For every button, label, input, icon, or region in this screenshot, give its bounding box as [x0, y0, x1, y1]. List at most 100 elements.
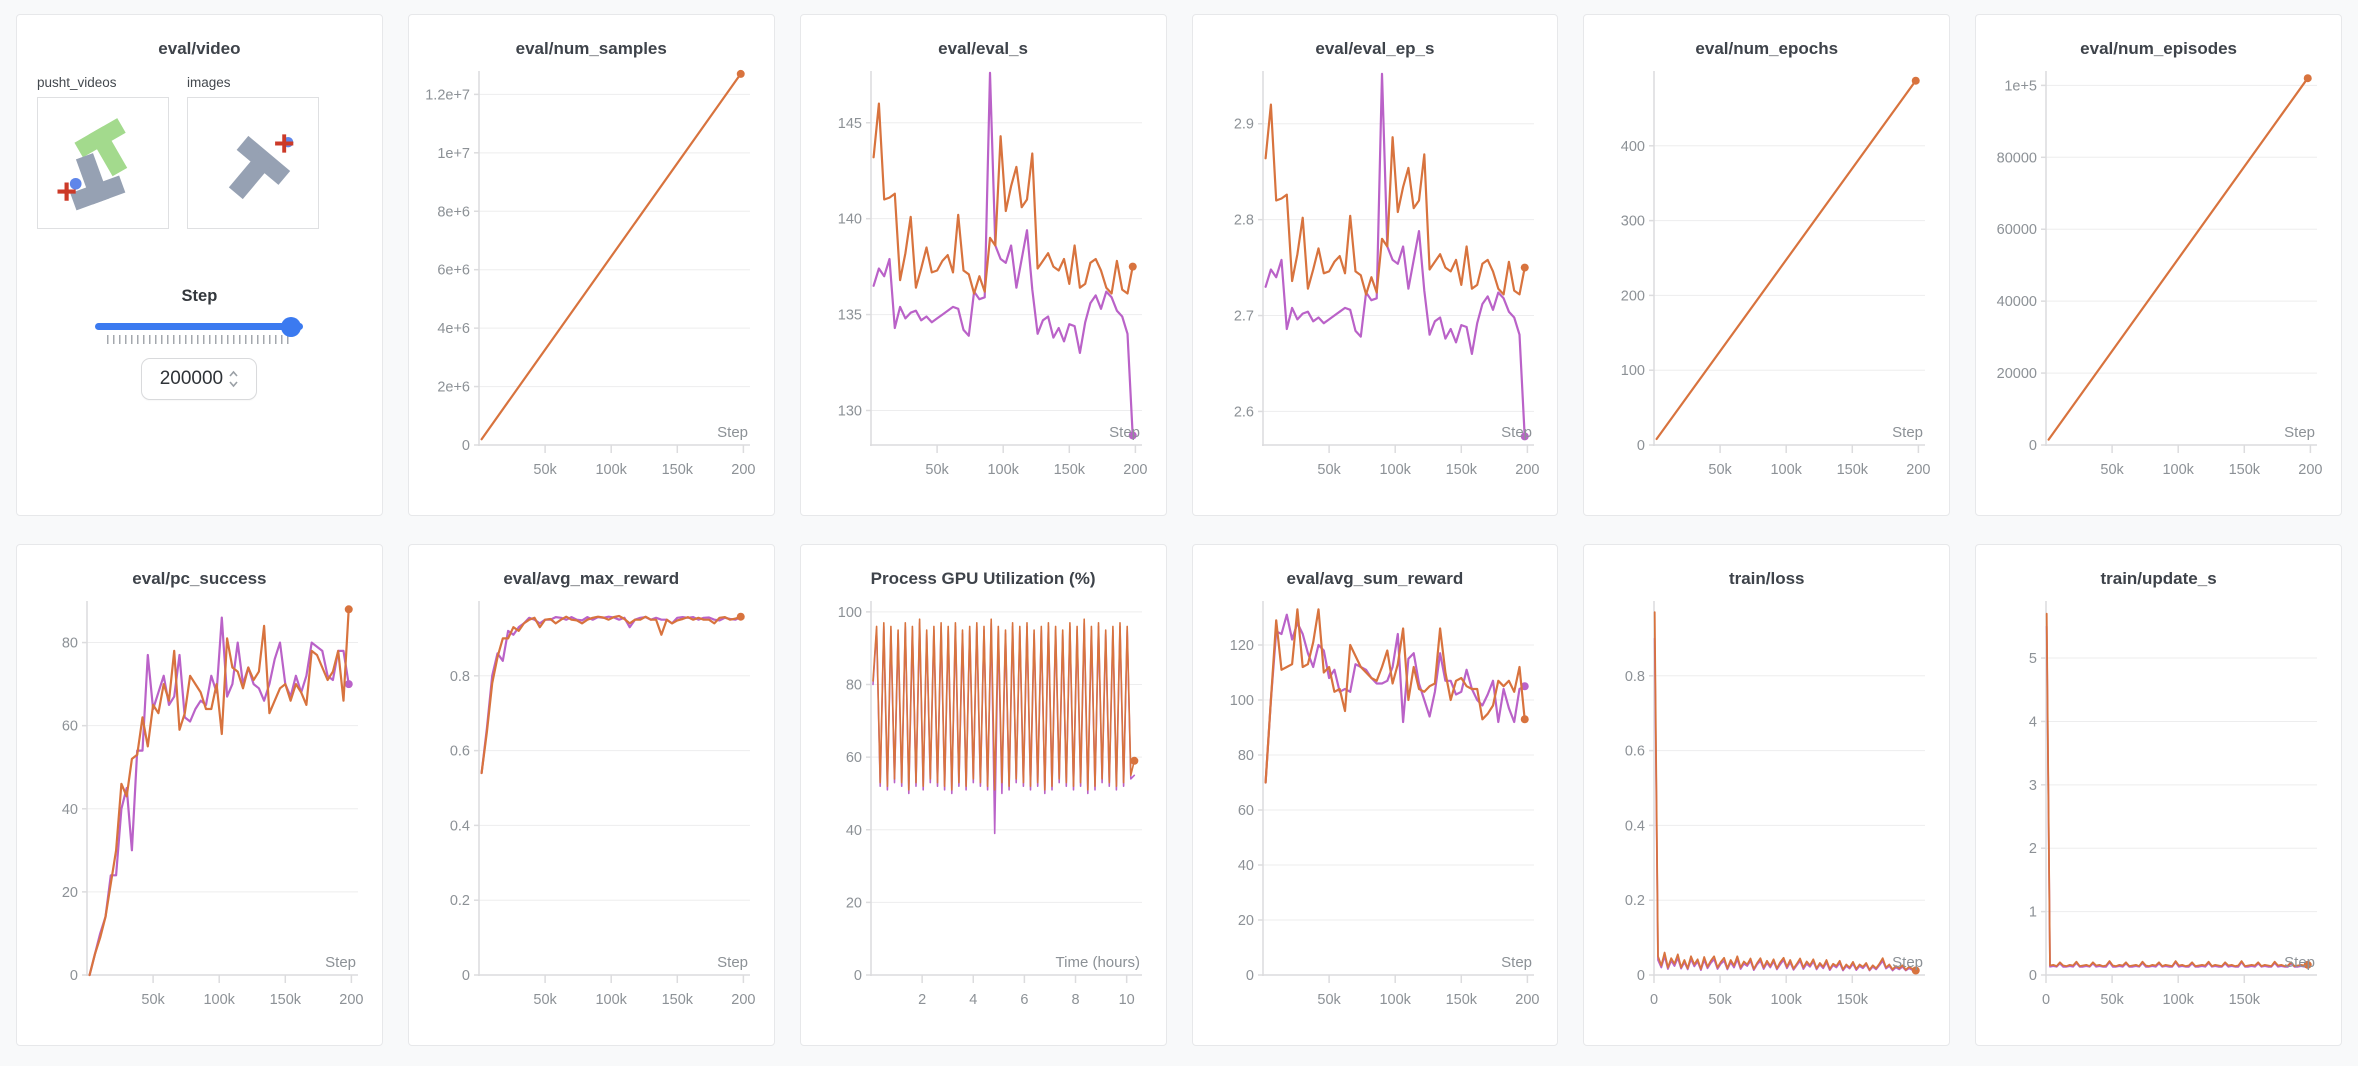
x-tick-label: 50k [533, 462, 557, 478]
chart-panel-eval-num-epochs[interactable]: eval/num_epochs 0 100 200 300 400 50k 100k 150k 2… [1583, 14, 1951, 516]
x-axis-label: Step [1109, 424, 1140, 441]
y-tick-label: 0 [1245, 968, 1253, 984]
chart-svg: 0 100 200 300 400 50k 100k 150k 200 Step [1621, 71, 1931, 478]
chart-panel-eval-eval-ep-s[interactable]: eval/eval_ep_s 2.6 2.7 2.8 2.9 50k 100k 150k 200… [1191, 14, 1559, 516]
x-axis-label: Time (hours) [1055, 954, 1139, 971]
chart-svg: 0 0.2 0.4 0.6 0.8 50k 100k 150k 200 Step [450, 601, 755, 1008]
series-line-run-orange [1263, 103, 1526, 296]
y-tick-label: 40 [846, 823, 862, 839]
x-tick-label: 150k [661, 992, 693, 1008]
y-tick-label: 0.2 [450, 893, 470, 909]
x-tick-label: 50k [533, 992, 557, 1008]
chart-panel-eval-eval-s[interactable]: eval/eval_s 130 135 140 145 50k 100k 150k 200 Ste… [799, 14, 1167, 516]
series-end-dot-run-orange [736, 612, 745, 621]
step-number-input[interactable]: 200000 [141, 358, 258, 400]
y-tick-label: 80000 [1997, 150, 2037, 166]
step-slider-thumb[interactable] [281, 316, 302, 337]
x-tick-label: 100k [2163, 462, 2195, 478]
gray-t-shape [228, 135, 291, 200]
series-line-run-purple [1654, 637, 1917, 973]
y-tick-label: 140 [837, 212, 861, 228]
y-tick-label: 40 [1237, 858, 1253, 874]
series-line-run-orange [1655, 79, 1918, 441]
panel-eval-video[interactable]: eval/video pusht_videos [16, 14, 383, 516]
chart-panel-train-loss[interactable]: train/loss 0 0.2 0.4 0.6 0.8 0 50k 100k 150k Step [1583, 544, 1951, 1046]
y-tick-label: 0.8 [1625, 669, 1645, 685]
x-tick-label: 150k [1837, 462, 1869, 478]
x-tick-label: 100k [203, 992, 235, 1008]
x-tick-label: 4 [969, 992, 977, 1008]
y-tick-label: 0 [70, 968, 78, 984]
series-end-dot-run-orange [1520, 715, 1529, 724]
x-tick-label: 200 [1123, 462, 1147, 478]
x-tick-label: 150k [1837, 992, 1869, 1008]
x-tick-label: 200 [731, 992, 755, 1008]
x-tick-label: 2 [918, 992, 926, 1008]
y-tick-label: 60000 [1997, 222, 2037, 238]
chart-panel-eval-pc-success[interactable]: eval/pc_success 0 20 40 60 80 50k 100k 150k 200 St… [16, 544, 383, 1046]
x-tick-label: 100k [2163, 992, 2195, 1008]
y-tick-label: 0 [462, 968, 470, 984]
x-tick-label: 150k [2229, 462, 2261, 478]
y-tick-label: 2.7 [1233, 309, 1253, 325]
y-tick-label: 130 [837, 403, 861, 419]
series-line-run-orange [2047, 77, 2309, 441]
step-slider-label: Step [181, 287, 218, 305]
x-tick-label: 50k [2101, 462, 2125, 478]
chart-title: train/loss [1728, 569, 1805, 588]
y-tick-label: 60 [1237, 803, 1253, 819]
x-tick-label: 50k [141, 992, 165, 1008]
x-tick-label: 10 [1118, 992, 1134, 1008]
y-tick-label: 0 [2029, 968, 2037, 984]
chart-panel-eval-num-samples[interactable]: eval/num_samples 0 2e+6 4e+6 6e+6 8e+6 1e+7 1.2… [407, 14, 775, 516]
green-target-t-shape [74, 118, 128, 177]
chart-title: eval/avg_max_reward [503, 569, 680, 588]
step-number-value: 200000 [159, 368, 224, 389]
y-tick-label: 6e+6 [437, 263, 470, 279]
y-tick-label: 1.2e+7 [425, 87, 470, 103]
y-tick-label: 40 [62, 802, 78, 818]
chart-panel-eval-num-episodes[interactable]: eval/num_episodes 0 20000 40000 60000 80000 1e… [1975, 14, 2342, 516]
chart-panel-eval-avg-max-reward[interactable]: eval/avg_max_reward 0 0.2 0.4 0.6 0.8 50k 100k 1… [407, 544, 775, 1046]
x-tick-label: 100k [1379, 992, 1411, 1008]
y-tick-label: 145 [837, 116, 861, 132]
y-tick-label: 0 [1637, 968, 1645, 984]
media-item-pusht-videos[interactable]: pusht_videos [37, 75, 169, 229]
chart-svg: 0 2e+6 4e+6 6e+6 8e+6 1e+7 1.2e+7 50k 100k 150k 20… [425, 69, 755, 478]
pusht-video-thumbnail[interactable] [37, 97, 169, 229]
y-tick-label: 20 [846, 895, 862, 911]
x-axis-label: Step [717, 424, 748, 441]
x-tick-label: 100k [1771, 992, 1803, 1008]
series-line-run-purple [2045, 625, 2309, 968]
series-end-dot-run-orange [2303, 74, 2312, 83]
x-tick-label: 200 [1907, 462, 1931, 478]
step-slider[interactable] [95, 316, 304, 337]
x-tick-label: 50k [1317, 992, 1341, 1008]
y-tick-label: 80 [846, 678, 862, 694]
y-tick-label: 0.6 [450, 744, 470, 760]
slider-ruler-ticks [107, 335, 292, 344]
x-tick-label: 50k [2101, 992, 2125, 1008]
x-tick-label: 6 [1020, 992, 1028, 1008]
spinner-arrows-icon[interactable] [228, 368, 239, 390]
x-tick-label: 150k [1445, 992, 1477, 1008]
chart-panel-eval-avg-sum-reward[interactable]: eval/avg_sum_reward 0 20 40 60 80 100 120 50k 100… [1191, 544, 1559, 1046]
chart-panel-process-gpu-utilization-[interactable]: Process GPU Utilization (%) 0 20 40 60 80 100 2… [799, 544, 1167, 1046]
y-tick-label: 400 [1621, 139, 1645, 155]
x-tick-label: 200 [1515, 462, 1539, 478]
x-tick-label: 150k [2229, 992, 2261, 1008]
x-tick-label: 150k [1053, 462, 1085, 478]
y-tick-label: 0 [462, 438, 470, 454]
media-item-images[interactable]: images [187, 75, 319, 229]
series-end-dot-run-orange [1912, 966, 1921, 975]
chart-panel-train-update-s[interactable]: train/update_s 0 1 2 3 4 5 0 50k 100k 150k Step [1975, 544, 2342, 1046]
series-end-dot-run-purple [1128, 431, 1137, 440]
series-line-run-orange [1654, 611, 1917, 972]
series-line-run-purple [1263, 72, 1526, 438]
chart-svg: 0 20 40 60 80 100 2 4 6 8 10 Time (hours) [837, 601, 1142, 1008]
x-tick-label: 150k [1445, 462, 1477, 478]
y-tick-label: 0.6 [1625, 744, 1645, 760]
images-thumbnail[interactable] [187, 97, 319, 229]
y-tick-label: 80 [62, 636, 78, 652]
x-tick-label: 8 [1071, 992, 1079, 1008]
